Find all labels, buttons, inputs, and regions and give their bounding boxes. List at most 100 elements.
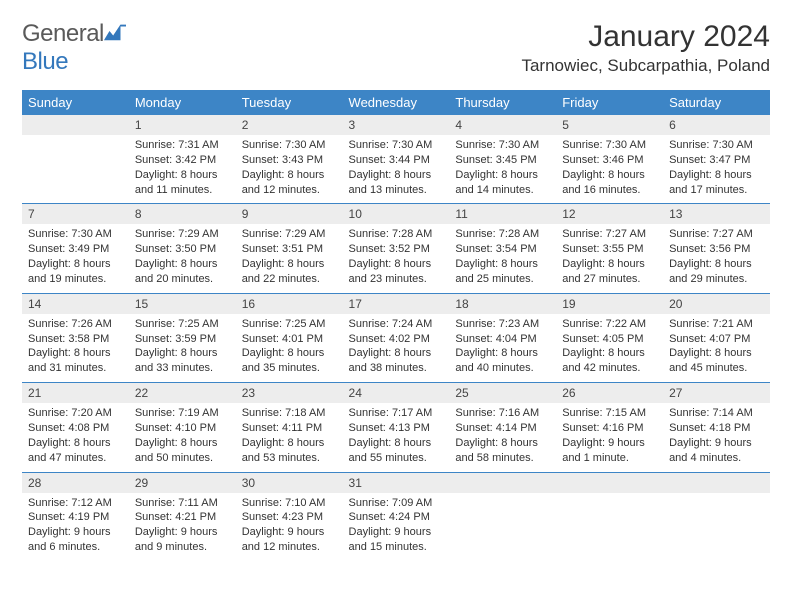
daylight-text: Daylight: 8 hours and 31 minutes. [28,346,123,376]
logo-text: GeneralBlue [22,20,126,76]
sunrise-text: Sunrise: 7:14 AM [669,406,764,421]
sunset-text: Sunset: 3:44 PM [349,153,444,168]
sunset-text: Sunset: 4:16 PM [562,421,657,436]
day-number: 30 [236,472,343,493]
day-number [449,472,556,493]
sunset-text: Sunset: 3:58 PM [28,332,123,347]
daylight-text: Daylight: 8 hours and 55 minutes. [349,436,444,466]
day-header: Sunday [22,90,129,115]
sunrise-text: Sunrise: 7:31 AM [135,138,230,153]
sunrise-text: Sunrise: 7:30 AM [455,138,550,153]
sunset-text: Sunset: 3:54 PM [455,242,550,257]
day-number: 16 [236,293,343,314]
day-header: Saturday [663,90,770,115]
sunrise-text: Sunrise: 7:30 AM [349,138,444,153]
day-number-row: 78910111213 [22,204,770,225]
sunrise-text: Sunrise: 7:22 AM [562,317,657,332]
daylight-text: Daylight: 8 hours and 17 minutes. [669,168,764,198]
day-cell: Sunrise: 7:10 AMSunset: 4:23 PMDaylight:… [236,493,343,561]
day-number: 19 [556,293,663,314]
sunset-text: Sunset: 3:55 PM [562,242,657,257]
daylight-text: Daylight: 9 hours and 15 minutes. [349,525,444,555]
day-cell: Sunrise: 7:30 AMSunset: 3:46 PMDaylight:… [556,135,663,204]
day-cell: Sunrise: 7:25 AMSunset: 3:59 PMDaylight:… [129,314,236,383]
day-number: 10 [343,204,450,225]
sunset-text: Sunset: 3:46 PM [562,153,657,168]
day-content-row: Sunrise: 7:20 AMSunset: 4:08 PMDaylight:… [22,403,770,472]
sunrise-text: Sunrise: 7:10 AM [242,496,337,511]
day-cell: Sunrise: 7:27 AMSunset: 3:56 PMDaylight:… [663,224,770,293]
sunset-text: Sunset: 4:13 PM [349,421,444,436]
daylight-text: Daylight: 8 hours and 33 minutes. [135,346,230,376]
day-cell: Sunrise: 7:09 AMSunset: 4:24 PMDaylight:… [343,493,450,561]
daylight-text: Daylight: 9 hours and 6 minutes. [28,525,123,555]
day-number: 20 [663,293,770,314]
day-cell: Sunrise: 7:27 AMSunset: 3:55 PMDaylight:… [556,224,663,293]
day-content-row: Sunrise: 7:31 AMSunset: 3:42 PMDaylight:… [22,135,770,204]
day-number: 23 [236,383,343,404]
day-number: 26 [556,383,663,404]
daylight-text: Daylight: 8 hours and 23 minutes. [349,257,444,287]
day-number: 18 [449,293,556,314]
day-number [556,472,663,493]
sunset-text: Sunset: 3:52 PM [349,242,444,257]
day-number-row: 123456 [22,115,770,135]
day-cell: Sunrise: 7:16 AMSunset: 4:14 PMDaylight:… [449,403,556,472]
sunset-text: Sunset: 4:05 PM [562,332,657,347]
day-number: 7 [22,204,129,225]
sunset-text: Sunset: 4:08 PM [28,421,123,436]
sunset-text: Sunset: 3:50 PM [135,242,230,257]
daylight-text: Daylight: 8 hours and 16 minutes. [562,168,657,198]
day-cell [663,493,770,561]
day-number: 24 [343,383,450,404]
sunset-text: Sunset: 3:51 PM [242,242,337,257]
day-header: Monday [129,90,236,115]
sunrise-text: Sunrise: 7:17 AM [349,406,444,421]
sunrise-text: Sunrise: 7:26 AM [28,317,123,332]
sunrise-text: Sunrise: 7:18 AM [242,406,337,421]
day-content-row: Sunrise: 7:26 AMSunset: 3:58 PMDaylight:… [22,314,770,383]
sunrise-text: Sunrise: 7:25 AM [242,317,337,332]
sunrise-text: Sunrise: 7:11 AM [135,496,230,511]
sunrise-text: Sunrise: 7:30 AM [242,138,337,153]
day-cell: Sunrise: 7:20 AMSunset: 4:08 PMDaylight:… [22,403,129,472]
daylight-text: Daylight: 8 hours and 53 minutes. [242,436,337,466]
daylight-text: Daylight: 9 hours and 12 minutes. [242,525,337,555]
day-cell: Sunrise: 7:15 AMSunset: 4:16 PMDaylight:… [556,403,663,472]
sunrise-text: Sunrise: 7:24 AM [349,317,444,332]
day-cell: Sunrise: 7:28 AMSunset: 3:54 PMDaylight:… [449,224,556,293]
day-cell: Sunrise: 7:28 AMSunset: 3:52 PMDaylight:… [343,224,450,293]
sunset-text: Sunset: 4:24 PM [349,510,444,525]
sunrise-text: Sunrise: 7:29 AM [242,227,337,242]
day-cell: Sunrise: 7:21 AMSunset: 4:07 PMDaylight:… [663,314,770,383]
day-number: 15 [129,293,236,314]
day-number: 11 [449,204,556,225]
daylight-text: Daylight: 8 hours and 14 minutes. [455,168,550,198]
day-number: 14 [22,293,129,314]
day-cell: Sunrise: 7:30 AMSunset: 3:43 PMDaylight:… [236,135,343,204]
day-cell: Sunrise: 7:17 AMSunset: 4:13 PMDaylight:… [343,403,450,472]
day-cell: Sunrise: 7:23 AMSunset: 4:04 PMDaylight:… [449,314,556,383]
sunrise-text: Sunrise: 7:30 AM [562,138,657,153]
daylight-text: Daylight: 8 hours and 20 minutes. [135,257,230,287]
sunset-text: Sunset: 4:23 PM [242,510,337,525]
day-number: 8 [129,204,236,225]
sunrise-text: Sunrise: 7:27 AM [669,227,764,242]
day-number: 12 [556,204,663,225]
sunset-text: Sunset: 4:01 PM [242,332,337,347]
day-number: 5 [556,115,663,135]
day-number: 17 [343,293,450,314]
daylight-text: Daylight: 9 hours and 1 minute. [562,436,657,466]
day-number: 28 [22,472,129,493]
day-header: Wednesday [343,90,450,115]
title-block: January 2024 Tarnowiec, Subcarpathia, Po… [521,20,770,76]
logo-suffix: Blue [22,48,68,75]
sunrise-text: Sunrise: 7:23 AM [455,317,550,332]
sunrise-text: Sunrise: 7:16 AM [455,406,550,421]
daylight-text: Daylight: 8 hours and 58 minutes. [455,436,550,466]
day-cell: Sunrise: 7:30 AMSunset: 3:49 PMDaylight:… [22,224,129,293]
daylight-text: Daylight: 8 hours and 50 minutes. [135,436,230,466]
logo: GeneralBlue [22,20,126,76]
sunset-text: Sunset: 4:07 PM [669,332,764,347]
day-cell: Sunrise: 7:29 AMSunset: 3:50 PMDaylight:… [129,224,236,293]
